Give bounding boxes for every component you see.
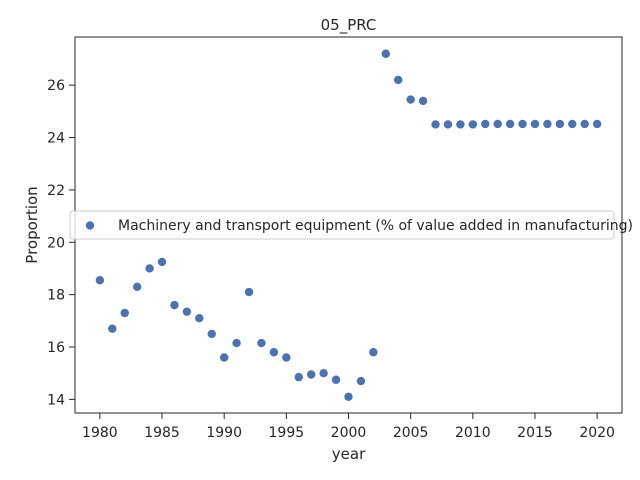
data-point: [543, 119, 552, 129]
data-point: [530, 119, 540, 129]
legend-marker: [85, 221, 95, 230]
y-axis-label: Proportion: [23, 186, 41, 263]
x-tick-label: 2000: [331, 425, 367, 441]
data-point: [381, 49, 390, 58]
data-point: [592, 119, 602, 129]
data-point: [157, 257, 167, 267]
data-point: [481, 119, 490, 129]
x-tick-label: 1990: [206, 425, 242, 441]
data-point: [219, 353, 229, 362]
x-tick-label: 2015: [517, 425, 553, 441]
x-axis-label: year: [332, 445, 366, 463]
x-tick-label: 2005: [393, 425, 429, 441]
y-axis: 14 16 18 20 22 24 26: [47, 78, 75, 408]
y-tick-label: 14: [47, 392, 65, 408]
legend-box: [69, 210, 615, 240]
x-tick-label: 1985: [144, 425, 180, 441]
data-point: [132, 282, 142, 291]
x-tick-label: 2020: [579, 425, 615, 441]
data-point: [518, 119, 527, 129]
data-point: [356, 376, 366, 386]
y-tick-label: 18: [47, 288, 65, 304]
data-point: [456, 120, 465, 129]
data-point: [170, 300, 179, 310]
data-point: [468, 120, 478, 129]
x-tick-label: 1995: [269, 425, 305, 441]
data-point: [568, 119, 577, 129]
data-point: [207, 329, 216, 339]
data-point: [145, 264, 154, 273]
data-point: [257, 338, 266, 348]
data-point: [319, 369, 328, 378]
data-point: [307, 370, 316, 379]
legend: Machinery and transport equipment (% of …: [69, 210, 633, 240]
x-tick-label: 2010: [455, 425, 491, 441]
data-point: [232, 338, 241, 348]
data-point: [244, 287, 254, 297]
data-point: [443, 120, 453, 129]
data-point: [331, 375, 341, 384]
data-points: [95, 49, 602, 401]
data-point: [120, 308, 129, 318]
y-tick-label: 20: [47, 235, 65, 251]
data-point: [269, 348, 279, 357]
data-point: [294, 372, 303, 382]
legend-label: Machinery and transport equipment (% of …: [118, 218, 633, 234]
y-tick-label: 24: [47, 131, 65, 147]
data-point: [108, 324, 117, 333]
data-point: [493, 119, 502, 129]
data-point: [505, 119, 515, 129]
data-point: [418, 96, 428, 106]
y-tick-label: 26: [47, 78, 65, 94]
y-tick-label: 16: [47, 340, 65, 356]
data-point: [344, 392, 353, 401]
data-point: [431, 120, 440, 129]
data-point: [195, 314, 204, 323]
x-axis: 1980 1985 1990 1995 2000 2005 2010 2015 2020: [82, 413, 615, 441]
chart-title: 05_PRC: [321, 16, 377, 35]
data-point: [580, 119, 589, 129]
data-point: [406, 95, 415, 104]
data-point: [394, 75, 403, 85]
x-tick-label: 1980: [82, 425, 118, 441]
data-point: [369, 348, 378, 357]
data-point: [182, 307, 192, 316]
data-point: [95, 276, 105, 285]
data-point: [555, 119, 565, 129]
data-point: [282, 353, 291, 362]
y-tick-label: 22: [47, 183, 65, 199]
